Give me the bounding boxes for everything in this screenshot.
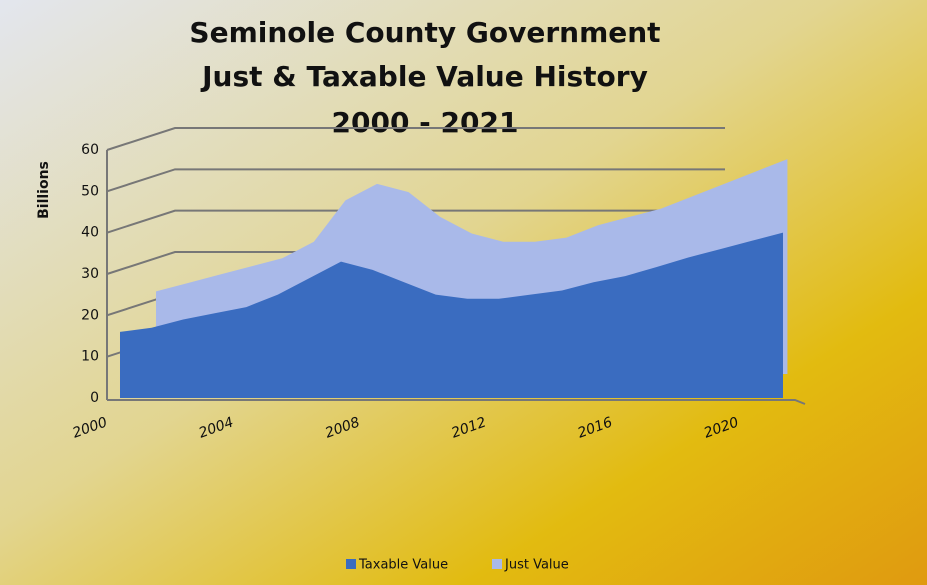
y-tick-label: 50 [81,183,99,199]
y-tick-label: 0 [90,390,99,406]
legend-label: Taxable Value [358,558,448,573]
x-axis [107,399,806,405]
grid-line [106,127,725,151]
chart-title: Just & Taxable Value History [200,60,648,93]
grid-line [106,209,725,234]
legend-swatch [492,559,502,569]
legend: Taxable Value Just Value [346,558,569,573]
y-tick-label: 60 [81,142,99,158]
y-tick-label: 30 [81,266,99,282]
y-tick-label: 10 [81,349,99,365]
y-axis-label: Billions [36,161,52,219]
grid-line [106,168,725,193]
chart-title: 2000 - 2021 [332,106,519,139]
area [120,232,783,398]
y-tick-label: 40 [81,225,99,241]
chart-title: Seminole County Government [189,16,660,49]
legend-label: Just Value [504,558,569,573]
y-tick-label: 20 [81,307,99,323]
legend-swatch [346,559,356,569]
